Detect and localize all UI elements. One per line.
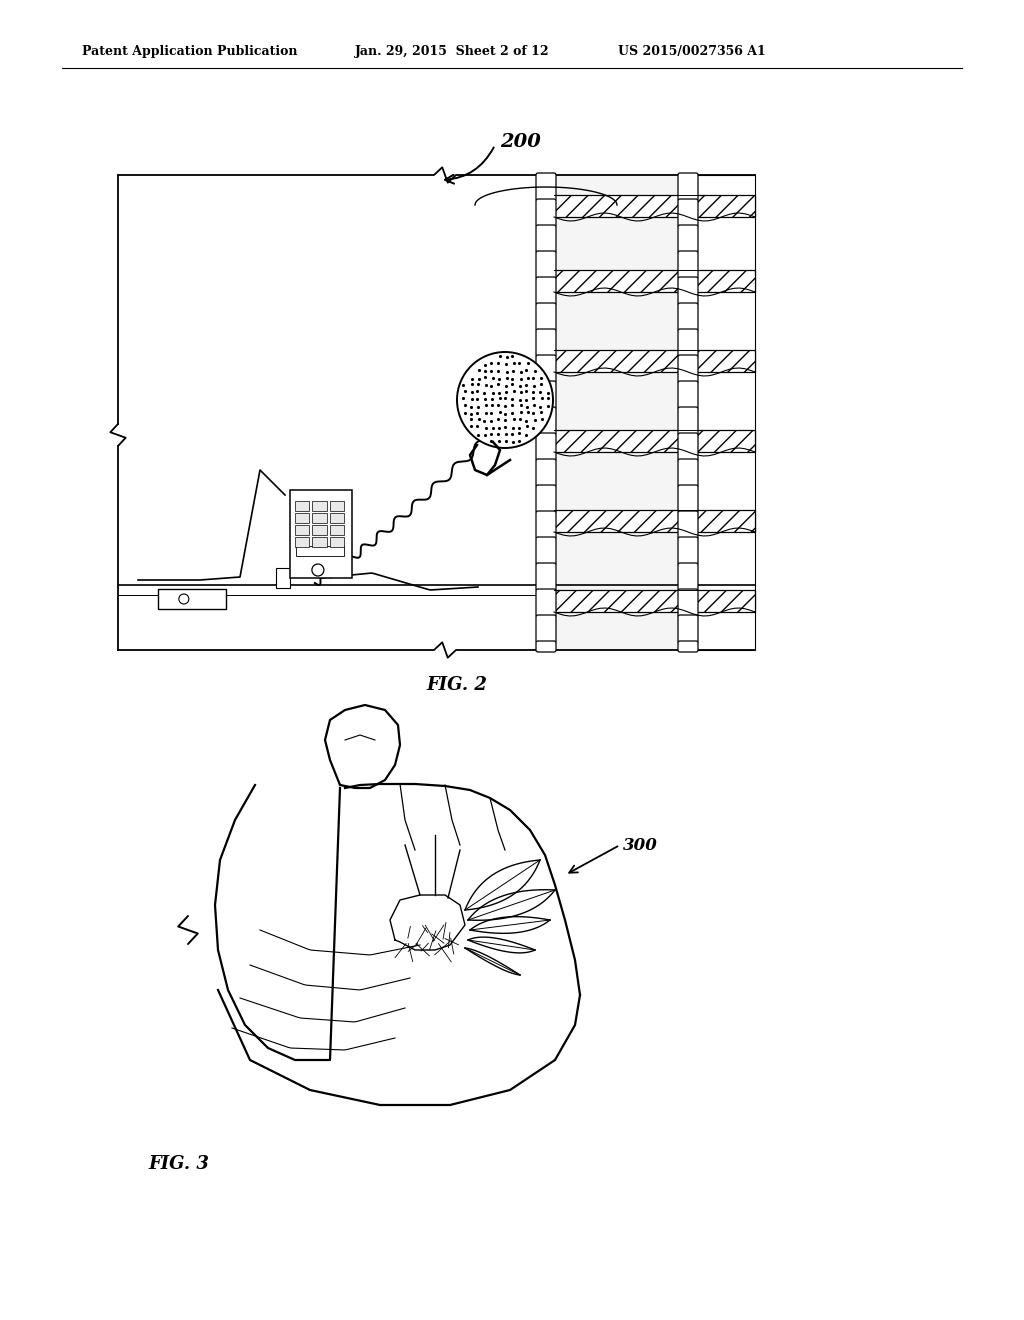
FancyBboxPatch shape: [536, 459, 556, 487]
Circle shape: [179, 594, 188, 605]
FancyBboxPatch shape: [678, 224, 698, 253]
Bar: [330, 525, 344, 535]
Bar: [312, 537, 327, 546]
FancyBboxPatch shape: [536, 355, 556, 383]
Bar: [696, 430, 755, 451]
FancyBboxPatch shape: [678, 277, 698, 305]
Bar: [696, 350, 755, 372]
Bar: [312, 500, 327, 511]
FancyBboxPatch shape: [678, 484, 698, 513]
Circle shape: [312, 564, 324, 576]
Bar: [295, 500, 309, 511]
Bar: [295, 525, 309, 535]
Bar: [312, 525, 327, 535]
Bar: [330, 513, 344, 523]
FancyBboxPatch shape: [678, 381, 698, 409]
FancyBboxPatch shape: [536, 199, 556, 227]
Bar: [158, 589, 226, 609]
Bar: [295, 513, 309, 523]
FancyBboxPatch shape: [678, 433, 698, 461]
Bar: [696, 195, 755, 216]
FancyBboxPatch shape: [536, 304, 556, 331]
FancyBboxPatch shape: [678, 459, 698, 487]
Bar: [696, 176, 755, 649]
Bar: [276, 568, 290, 587]
FancyBboxPatch shape: [536, 642, 556, 652]
FancyBboxPatch shape: [536, 484, 556, 513]
FancyBboxPatch shape: [678, 537, 698, 565]
FancyBboxPatch shape: [678, 355, 698, 383]
Text: FIG. 2: FIG. 2: [426, 676, 487, 694]
FancyBboxPatch shape: [536, 381, 556, 409]
Text: 200: 200: [500, 133, 541, 150]
Circle shape: [457, 352, 553, 447]
Text: FIG. 3: FIG. 3: [148, 1155, 209, 1173]
Bar: [554, 510, 680, 532]
Bar: [312, 513, 327, 523]
FancyBboxPatch shape: [678, 615, 698, 643]
Bar: [330, 500, 344, 511]
Bar: [554, 590, 680, 612]
FancyBboxPatch shape: [536, 251, 556, 279]
Bar: [554, 350, 680, 372]
FancyBboxPatch shape: [536, 224, 556, 253]
Bar: [554, 271, 680, 292]
FancyBboxPatch shape: [536, 329, 556, 356]
FancyBboxPatch shape: [536, 407, 556, 436]
FancyBboxPatch shape: [536, 511, 556, 539]
FancyBboxPatch shape: [536, 564, 556, 591]
FancyBboxPatch shape: [678, 173, 698, 201]
Bar: [696, 271, 755, 292]
Bar: [696, 590, 755, 612]
Text: US 2015/0027356 A1: US 2015/0027356 A1: [618, 45, 766, 58]
FancyBboxPatch shape: [678, 329, 698, 356]
FancyBboxPatch shape: [536, 173, 556, 201]
Bar: [554, 176, 680, 649]
Bar: [696, 510, 755, 532]
FancyBboxPatch shape: [678, 589, 698, 616]
Bar: [290, 490, 352, 578]
FancyBboxPatch shape: [678, 199, 698, 227]
FancyBboxPatch shape: [678, 407, 698, 436]
FancyBboxPatch shape: [536, 589, 556, 616]
FancyBboxPatch shape: [536, 433, 556, 461]
Bar: [330, 537, 344, 546]
FancyBboxPatch shape: [536, 537, 556, 565]
FancyBboxPatch shape: [678, 511, 698, 539]
Bar: [696, 176, 755, 649]
FancyBboxPatch shape: [536, 277, 556, 305]
FancyBboxPatch shape: [678, 564, 698, 591]
FancyBboxPatch shape: [678, 304, 698, 331]
FancyBboxPatch shape: [536, 615, 556, 643]
FancyBboxPatch shape: [678, 642, 698, 652]
Text: 300: 300: [623, 837, 657, 854]
Bar: [296, 546, 344, 556]
Text: Jan. 29, 2015  Sheet 2 of 12: Jan. 29, 2015 Sheet 2 of 12: [355, 45, 550, 58]
Text: Patent Application Publication: Patent Application Publication: [82, 45, 298, 58]
FancyBboxPatch shape: [678, 251, 698, 279]
Bar: [554, 195, 680, 216]
Bar: [295, 537, 309, 546]
Bar: [554, 430, 680, 451]
